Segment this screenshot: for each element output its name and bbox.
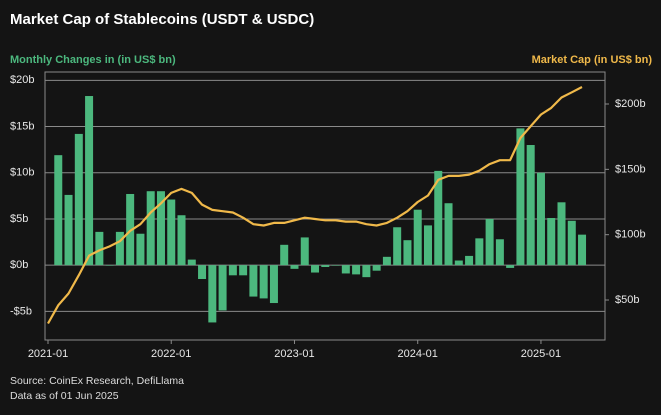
bar [85, 96, 94, 266]
y2-tick-label: $100b [615, 229, 646, 241]
y-tick-label: -$5b [10, 305, 32, 317]
bar [198, 265, 207, 280]
bar [475, 238, 484, 266]
bar [311, 265, 320, 273]
bar [95, 231, 104, 266]
bar [208, 265, 217, 323]
y-tick-label: $10b [10, 167, 34, 179]
bar [167, 199, 176, 266]
x-tick-label: 2025-01 [521, 348, 561, 360]
x-tick-label: 2021-01 [28, 348, 68, 360]
bar [249, 265, 258, 297]
x-tick-label: 2022-01 [151, 348, 191, 360]
bar [434, 170, 443, 266]
bar [105, 265, 114, 266]
bar [136, 233, 145, 266]
chart-title: Market Cap of Stablecoins (USDT & USDC) [10, 11, 314, 28]
note: Data as of 01 Jun 2025 [10, 390, 119, 402]
bar [362, 265, 371, 278]
bar [64, 194, 73, 266]
bar [239, 265, 248, 276]
bar [300, 237, 309, 266]
bar [146, 191, 155, 266]
bar [352, 265, 361, 275]
line [47, 86, 583, 325]
bar [393, 227, 402, 266]
bar [115, 231, 124, 266]
bar [177, 215, 186, 266]
bar [403, 240, 412, 266]
y-tick-label: $5b [10, 213, 28, 225]
bar [74, 133, 83, 266]
y-tick-label: $20b [10, 74, 34, 86]
source: Source: CoinEx Research, DefiLlama [10, 375, 184, 387]
bar [526, 145, 535, 266]
y2-tick-label: $150b [615, 163, 646, 175]
x-tick-label: 2024-01 [398, 348, 438, 360]
bar [495, 239, 504, 266]
y-tick-label: $0b [10, 259, 28, 271]
bar [578, 234, 587, 266]
bar [382, 256, 391, 266]
bar [516, 128, 525, 266]
y2-axis-label: Market Cap (in US$ bn) [532, 54, 653, 66]
bar [54, 155, 63, 266]
bar [557, 202, 566, 266]
bar [341, 265, 350, 274]
bar [187, 259, 196, 266]
bar [372, 265, 381, 271]
bar [454, 260, 463, 266]
bar [228, 265, 237, 276]
bar [536, 172, 545, 266]
y2-tick-label: $50b [615, 294, 639, 306]
y-axis-label: Monthly Changes in (in US$ bn) [10, 54, 176, 66]
bar [485, 218, 494, 266]
plot-frame [44, 71, 606, 341]
bar [331, 265, 340, 266]
bar [218, 265, 227, 311]
bar [280, 244, 289, 266]
y-tick-label: $15b [10, 120, 34, 132]
bar [547, 218, 556, 266]
bar [465, 255, 474, 266]
bar [567, 220, 576, 266]
bar [269, 265, 278, 304]
bar [506, 265, 515, 268]
bar [423, 225, 432, 266]
y2-tick-label: $200b [615, 98, 646, 110]
bar [259, 265, 268, 299]
bar [413, 209, 422, 266]
bar [444, 203, 453, 266]
bar [321, 265, 330, 267]
bar [156, 191, 165, 266]
x-tick-label: 2023-01 [274, 348, 314, 360]
bar [290, 265, 299, 269]
